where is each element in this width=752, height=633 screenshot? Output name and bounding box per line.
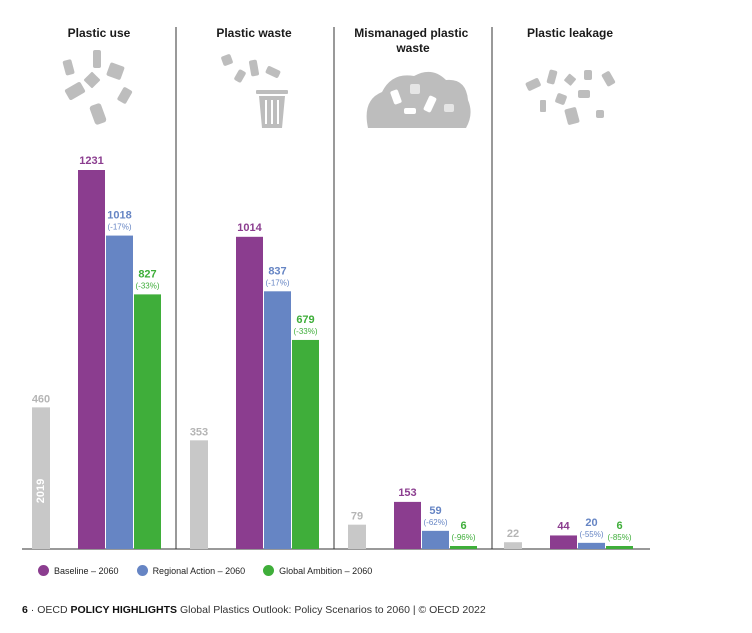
- bar-year-label: 2019: [35, 479, 47, 503]
- legend-label-global: Global Ambition – 2060: [279, 565, 373, 576]
- value-label-global-plastic-leakage: 6: [616, 520, 622, 532]
- value-label-baseline-mismanaged-plastic-waste: 153: [398, 487, 416, 499]
- bar-global-mismanaged-plastic-waste: [450, 546, 477, 549]
- panel-title-plastic-waste: Plastic waste: [216, 26, 292, 40]
- value-label-2019-plastic-use: 460: [32, 393, 50, 405]
- value-label-global-plastic-use: 827: [138, 268, 156, 280]
- value-label-baseline-plastic-waste: 1014: [237, 222, 262, 234]
- bar-regional-plastic-leakage: [578, 542, 605, 549]
- footer-separator: ·: [30, 604, 35, 616]
- value-label-2019-plastic-waste: 353: [190, 426, 208, 438]
- change-label-regional-mismanaged-plastic-waste: (-62%): [423, 518, 447, 527]
- value-label-global-plastic-waste: 679: [296, 314, 314, 326]
- legend-label-baseline: Baseline – 2060: [54, 565, 119, 576]
- bar-regional-mismanaged-plastic-waste: [422, 530, 449, 549]
- legend-dot-global: [263, 565, 275, 576]
- bar-2019-mismanaged-plastic-waste: [348, 524, 366, 549]
- panel-title-mismanaged: Mismanaged plastic waste: [354, 26, 471, 55]
- change-label-global-plastic-waste: (-33%): [293, 327, 317, 336]
- bar-2019-plastic-leakage: [504, 542, 522, 549]
- value-label-2019-plastic-leakage: 22: [507, 528, 519, 540]
- bar-2019-plastic-waste: [190, 440, 208, 549]
- legend-item-baseline: Baseline – 2060: [38, 565, 119, 576]
- change-label-global-plastic-use: (-33%): [135, 281, 159, 290]
- legend-item-regional: Regional Action – 2060: [136, 565, 246, 576]
- value-label-regional-plastic-waste: 837: [268, 265, 286, 277]
- bar-baseline-plastic-waste: [236, 236, 263, 549]
- legend-dot-regional: [136, 565, 148, 576]
- bar-baseline-mismanaged-plastic-waste: [394, 501, 421, 549]
- change-label-global-plastic-leakage: (-85%): [607, 533, 631, 542]
- bar-regional-plastic-use: [106, 235, 133, 550]
- legend-label-regional: Regional Action – 2060: [152, 565, 246, 576]
- bar-global-plastic-waste: [292, 339, 319, 549]
- chart: Plastic use Plastic waste Mismanaged pla…: [22, 26, 650, 550]
- legend: Baseline – 2060 Regional Action – 2060 G…: [38, 565, 372, 576]
- bar-2019-plastic-use: [32, 407, 50, 549]
- legend-item-global: Global Ambition – 2060: [263, 565, 372, 576]
- value-label-baseline-plastic-leakage: 44: [557, 520, 570, 532]
- legend-dot-baseline: [38, 565, 49, 576]
- value-label-baseline-plastic-use: 1231: [79, 155, 103, 167]
- value-label-regional-plastic-leakage: 20: [585, 517, 597, 529]
- bar-global-plastic-leakage: [606, 546, 633, 549]
- change-label-regional-plastic-leakage: (-55%): [579, 530, 603, 539]
- panel-title-plastic-use: Plastic use: [68, 26, 131, 40]
- bar-baseline-plastic-use: [78, 170, 105, 549]
- leakage-icon: [525, 69, 616, 125]
- bar-regional-plastic-waste: [264, 291, 291, 549]
- page-footer: 6 · OECD POLICY HIGHLIGHTS Global Plasti…: [22, 604, 486, 616]
- bar-baseline-plastic-leakage: [550, 535, 577, 549]
- trash-bin-icon: [221, 54, 288, 128]
- footer-title: Global Plastics Outlook: Policy Scenario…: [179, 604, 410, 616]
- change-label-regional-plastic-waste: (-17%): [265, 278, 289, 287]
- footer-org: OECD: [37, 604, 68, 616]
- value-label-regional-plastic-use: 1018: [107, 210, 131, 222]
- bar-global-plastic-use: [134, 294, 161, 549]
- panel-title-plastic-leakage: Plastic leakage: [527, 26, 613, 40]
- plastic-items-icon: [62, 50, 133, 125]
- footer-highlight: POLICY HIGHLIGHTS: [70, 604, 178, 616]
- bars-layer: 460201912311018(-17%)827(-33%)3531014837…: [32, 155, 633, 550]
- value-label-2019-mismanaged-plastic-waste: 79: [351, 511, 363, 523]
- change-label-global-mismanaged-plastic-waste: (-96%): [451, 533, 475, 542]
- value-label-regional-mismanaged-plastic-waste: 59: [429, 505, 441, 517]
- value-label-global-mismanaged-plastic-waste: 6: [460, 520, 466, 532]
- change-label-regional-plastic-use: (-17%): [107, 223, 131, 232]
- waste-pile-icon: [366, 71, 471, 128]
- footer-copyright: | © OECD 2022: [412, 604, 486, 616]
- page-number: 6: [22, 604, 28, 616]
